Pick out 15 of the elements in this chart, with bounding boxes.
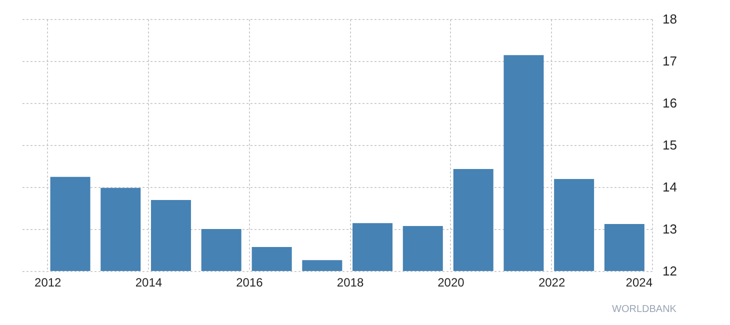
x-tick-label: 2022 [538, 276, 566, 290]
x-tick-label: 2018 [336, 276, 364, 290]
x-tick-label: 2014 [135, 276, 162, 290]
x-tick-label: 2012 [34, 276, 62, 290]
y-tick-label: 18 [662, 12, 677, 26]
x-tick-label: 2016 [236, 276, 264, 290]
y-tick-label: 14 [662, 180, 677, 194]
y-tick-label: 13 [662, 222, 677, 236]
text: WORLDBANK [612, 304, 677, 315]
y-tick-label: 17 [662, 54, 677, 68]
x-tick-label: 2024 [626, 276, 653, 290]
x-tick-label: 2020 [438, 276, 465, 290]
y-tick-label: 12 [662, 264, 677, 278]
y-tick-label: 16 [662, 96, 677, 110]
y-tick-label: 15 [662, 138, 677, 152]
